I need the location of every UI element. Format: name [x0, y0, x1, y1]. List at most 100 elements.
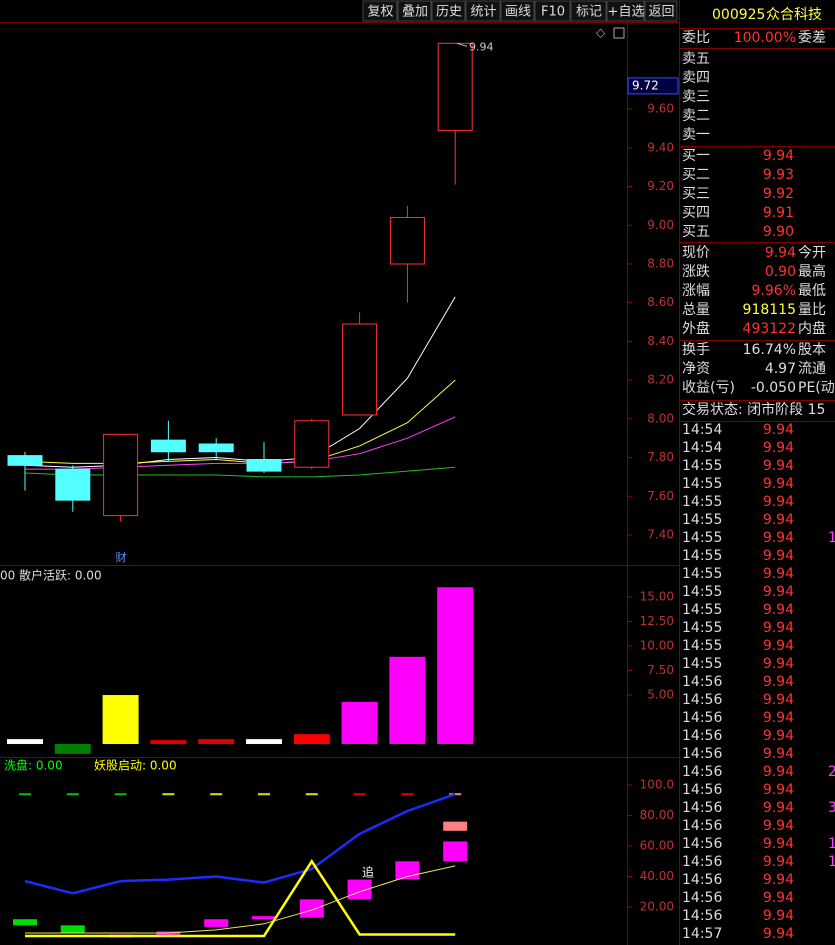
quote-text: 14:55: [682, 530, 722, 546]
quote-text: 14:56: [682, 908, 722, 924]
quote-text: 0.90: [765, 264, 796, 280]
quote-text: 918115: [743, 302, 796, 318]
quote-text: 14:55: [682, 638, 722, 654]
quote-text: 16.74%: [743, 342, 796, 358]
quote-text: 1: [828, 836, 835, 852]
quote-text: 9.94: [763, 440, 794, 456]
toolbar-label[interactable]: 叠加: [402, 5, 428, 20]
quote-text: 买三: [682, 186, 710, 202]
toolbar-button[interactable]: [644, 0, 678, 22]
quote-text: 000925: [712, 7, 765, 23]
quote-text: 总量: [682, 302, 710, 318]
quote-text: 现价: [682, 245, 710, 261]
bar: [7, 739, 43, 745]
indicator-line: [24, 379, 456, 464]
quote-text: 9.94: [763, 494, 794, 510]
candle-body: [150, 439, 186, 453]
signal-box: [13, 919, 37, 926]
quote-text: 涨跌: [682, 264, 710, 280]
quote-text: 买二: [682, 167, 710, 183]
toolbar-label[interactable]: 统计: [470, 5, 496, 20]
y-tick-label: 8.00: [647, 411, 674, 425]
y-tick-label: 60.00: [640, 839, 674, 853]
quote-text: 14:56: [682, 674, 722, 690]
toolbar-button[interactable]: [431, 0, 466, 22]
quote-text: 14:54: [682, 422, 722, 438]
quote-text: 14:55: [682, 584, 722, 600]
quote-text: 卖二: [682, 108, 710, 124]
quote-text: 14:56: [682, 782, 722, 798]
indicator-line: [24, 466, 456, 478]
quote-text: 9.94: [763, 764, 794, 780]
quote-text: 4.97: [765, 361, 796, 377]
quote-text: 14:56: [682, 818, 722, 834]
quote-text: 14:54: [682, 440, 722, 456]
quote-text: 买一: [682, 148, 710, 164]
y-tick-label: 9.00: [647, 218, 674, 232]
quote-text: 9.94: [763, 710, 794, 726]
toolbar-label[interactable]: 历史: [436, 5, 462, 20]
high-pointer: [456, 42, 468, 47]
y-tick-label: 12.50: [640, 614, 674, 628]
toolbar-label[interactable]: 画线: [505, 5, 531, 20]
toolbar-label[interactable]: F10: [541, 5, 565, 20]
toolbar-button[interactable]: [534, 0, 571, 22]
quote-text: 14:55: [682, 512, 722, 528]
quote-text: 9.94: [763, 566, 794, 582]
quote-text: 9.94: [763, 548, 794, 564]
toolbar-button[interactable]: [606, 0, 645, 22]
quote-text: 14:56: [682, 836, 722, 852]
quote-text: 9.94: [763, 638, 794, 654]
quote-text: 9.94: [763, 674, 794, 690]
quote-text: 9.94: [763, 800, 794, 816]
pane-prefix: 00: [0, 569, 15, 583]
indicator-line: [24, 296, 456, 468]
quote-text: 9.94: [763, 728, 794, 744]
toolbar-button[interactable]: [465, 0, 501, 22]
quote-text: 9.94: [763, 620, 794, 636]
quote-text: 涨幅: [682, 283, 710, 299]
quote-text: 流通: [798, 361, 826, 377]
indicator-line: [25, 416, 456, 470]
quote-text: 14:57: [682, 926, 722, 942]
toolbar-label[interactable]: 复权: [367, 4, 393, 20]
toolbar-label[interactable]: +自选: [608, 5, 645, 20]
signal-box: [299, 899, 324, 918]
quote-text: 9.94: [765, 245, 796, 261]
quote-text: 9.94: [763, 926, 794, 942]
toolbar-button[interactable]: [397, 0, 432, 22]
y-tick-label: 8.20: [647, 373, 674, 387]
quote-text: 14:56: [682, 800, 722, 816]
quote-text: 14:55: [682, 656, 722, 672]
bar: [198, 739, 235, 745]
toolbar-button[interactable]: [362, 0, 398, 22]
y-tick-label: 8.60: [647, 295, 674, 309]
signal-box: [443, 821, 468, 831]
quote-text: 9.90: [763, 224, 794, 240]
quote-text: 外盘: [682, 320, 710, 337]
quote-text: 最低: [798, 283, 826, 299]
pane-label: 洗盘: 0.00: [4, 758, 63, 773]
quote-text: 2: [828, 764, 835, 780]
y-tick-label: 9.60: [647, 102, 674, 116]
y-tick-label: 40.00: [640, 869, 674, 883]
bar: [341, 701, 378, 745]
y-tick-label: 7.40: [647, 527, 674, 541]
quote-text: 1: [828, 854, 835, 870]
quote-text: 9.96%: [752, 283, 796, 299]
quote-text: 收益(亏): [682, 380, 735, 396]
quote-text: -0.050: [751, 380, 796, 396]
bar: [102, 695, 139, 745]
quote-text: 9.94: [763, 422, 794, 438]
toolbar-label[interactable]: 标记: [576, 5, 602, 20]
toolbar-label[interactable]: 返回: [648, 5, 674, 20]
toolbar-button[interactable]: [570, 0, 607, 22]
candle-body: [7, 455, 43, 466]
quote-text: 9.93: [763, 167, 794, 183]
toolbar-button[interactable]: [500, 0, 535, 22]
quote-text: 委差: [798, 30, 826, 46]
bar: [54, 744, 91, 754]
y-tick-label: 8.80: [647, 256, 674, 270]
